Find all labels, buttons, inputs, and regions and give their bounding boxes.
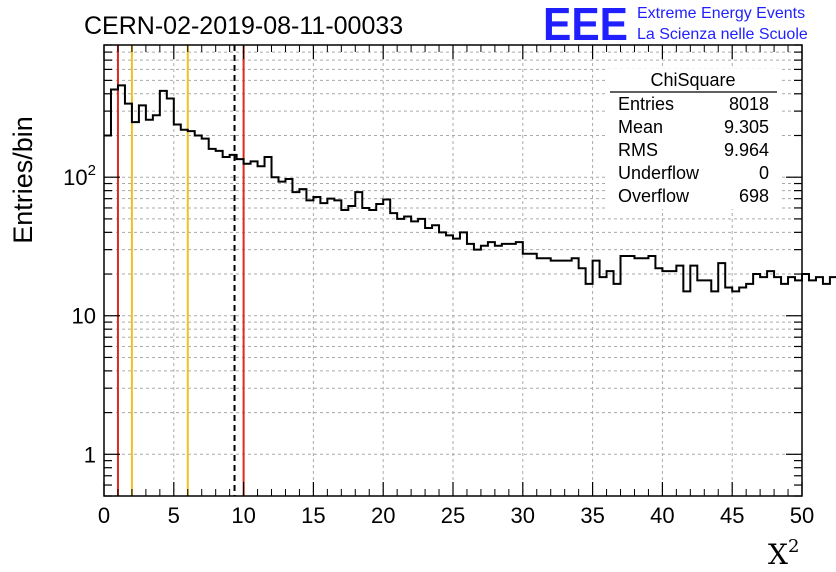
x-axis: 0 5 10 15 20 25 30 35 40 45 50	[98, 45, 814, 528]
x-tick-label: 25	[441, 503, 465, 528]
stats-value-entries: 8018	[729, 94, 769, 114]
x-tick-label: 30	[511, 503, 535, 528]
x-tick-label: 5	[168, 503, 180, 528]
x-tick-label: 45	[720, 503, 744, 528]
x-axis-label-sup: 2	[788, 536, 799, 557]
x-tick-label: 0	[98, 503, 110, 528]
chart-title: CERN-02-2019-08-11-00033	[84, 12, 403, 40]
y-tick-label: 10	[72, 304, 96, 329]
stats-value-rms: 9.964	[724, 140, 769, 160]
stats-label-overflow: Overflow	[618, 186, 690, 206]
stats-value-underflow: 0	[759, 163, 769, 183]
x-tick-label: 15	[301, 503, 325, 528]
eee-logo: EEE Extreme Energy Events La Scienza nel…	[543, 0, 808, 50]
stats-label-entries: Entries	[618, 94, 674, 114]
x-tick-label: 50	[790, 503, 814, 528]
logo-line-1: Extreme Energy Events	[637, 5, 805, 22]
stats-label-mean: Mean	[618, 117, 663, 137]
x-tick-label: 40	[650, 503, 674, 528]
x-tick-label: 10	[231, 503, 255, 528]
stats-title: ChiSquare	[650, 70, 735, 90]
eee-logo-mark: EEE	[543, 0, 628, 50]
histogram-series	[104, 84, 836, 293]
y-tick-label: 102	[63, 162, 96, 190]
x-tick-label: 20	[371, 503, 395, 528]
y-tick-label: 1	[84, 442, 96, 467]
stats-value-mean: 9.305	[724, 117, 769, 137]
x-tick-label: 35	[580, 503, 604, 528]
logo-line-2: La Scienza nelle Scuole	[637, 26, 808, 43]
stats-label-underflow: Underflow	[618, 163, 700, 183]
y-axis: 1 10 102	[63, 44, 802, 497]
y-axis-label: Entries/bin	[8, 116, 38, 244]
stats-value-overflow: 698	[739, 186, 769, 206]
x-axis-label: X2	[768, 536, 799, 571]
stats-label-rms: RMS	[618, 140, 658, 160]
marker-lines	[116, 45, 245, 496]
stats-box: ChiSquare Entries 8018 Mean 9.305 RMS 9.…	[607, 69, 780, 209]
